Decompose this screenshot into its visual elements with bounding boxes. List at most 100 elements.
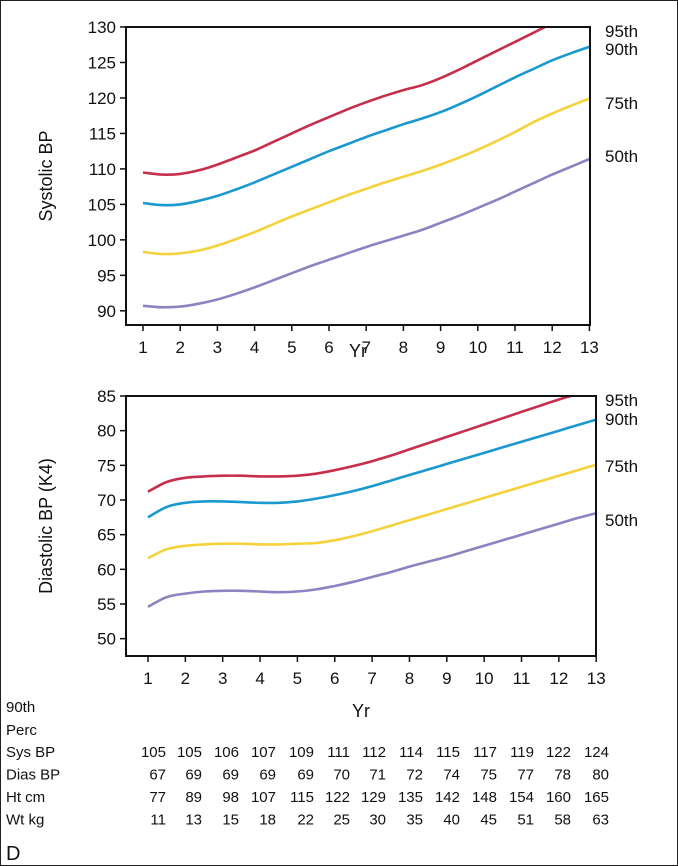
series-line-90th xyxy=(147,418,596,519)
table-header-2: Perc xyxy=(6,722,37,739)
table-cell: 67 xyxy=(149,767,166,784)
series-line-75th xyxy=(142,97,590,256)
x-tick-label: 13 xyxy=(587,669,606,688)
y-tick-label: 50 xyxy=(97,630,116,649)
table-cell: 124 xyxy=(584,744,609,761)
table-cell: 135 xyxy=(398,789,423,806)
x-tick-label: 12 xyxy=(549,669,568,688)
table-cell: 129 xyxy=(361,789,386,806)
x-tick-label: 2 xyxy=(181,669,190,688)
table-cell: 70 xyxy=(333,767,350,784)
x-tick-label: 3 xyxy=(218,669,227,688)
y-axis-label: Diastolic BP (K4) xyxy=(36,458,56,594)
table-cell: 98 xyxy=(222,789,239,806)
x-tick-label: 7 xyxy=(367,669,376,688)
table-cell: 30 xyxy=(369,812,386,829)
table-cell: 74 xyxy=(443,767,460,784)
x-tick-label: 10 xyxy=(468,338,487,357)
table-cell: 114 xyxy=(399,744,423,761)
x-tick-label: 11 xyxy=(506,338,524,357)
table-cell: 160 xyxy=(546,789,571,806)
table-cell: 107 xyxy=(251,744,276,761)
x-tick-label: 1 xyxy=(143,669,152,688)
percentile-label-95th: 95th xyxy=(605,391,638,410)
table-row-label: Sys BP xyxy=(6,744,55,761)
x-tick-label: 7 xyxy=(361,338,370,357)
x-tick-label: 2 xyxy=(175,338,184,357)
y-tick-label: 55 xyxy=(97,595,116,614)
x-tick-label: 8 xyxy=(399,338,408,357)
table-cell: 18 xyxy=(259,812,276,829)
table-cell: 11 xyxy=(150,812,166,829)
table-cell: 154 xyxy=(509,789,534,806)
panel-letter: D xyxy=(6,843,20,865)
table-cell: 106 xyxy=(214,744,239,761)
table-cell: 105 xyxy=(177,744,202,761)
table-cell: 15 xyxy=(222,812,239,829)
table-cell: 22 xyxy=(297,812,314,829)
y-tick-label: 105 xyxy=(88,195,116,214)
percentile-table: 90th Perc Sys BP 105 105 106 107 109 111 112 114 11… xyxy=(6,699,609,829)
x-tick-label: 5 xyxy=(287,338,296,357)
table-cell: 51 xyxy=(517,812,534,829)
table-cell: 107 xyxy=(251,789,276,806)
y-tick-label: 95 xyxy=(97,266,116,285)
y-tick-label: 120 xyxy=(88,89,116,108)
y-tick-label: 100 xyxy=(88,231,116,250)
table-cell: 122 xyxy=(325,789,350,806)
table-cell: 109 xyxy=(289,744,314,761)
table-cell: 142 xyxy=(435,789,460,806)
table-cell: 75 xyxy=(480,767,497,784)
table-cell: 111 xyxy=(327,744,350,761)
x-tick-label: 12 xyxy=(543,338,562,357)
y-tick-label: 70 xyxy=(97,491,116,510)
y-tick-label: 115 xyxy=(89,124,116,143)
x-tick-label: 13 xyxy=(580,338,599,357)
x-tick-label: 9 xyxy=(436,338,445,357)
x-tick-label: 11 xyxy=(513,669,531,688)
table-cell: 115 xyxy=(436,744,460,761)
table-cell: 69 xyxy=(259,767,276,784)
x-tick-label: 5 xyxy=(293,669,302,688)
y-tick-label: 110 xyxy=(89,160,116,179)
table-cell: 117 xyxy=(473,744,497,761)
table-cell: 122 xyxy=(546,744,571,761)
table-cell: 80 xyxy=(592,767,609,784)
table-cell: 58 xyxy=(554,812,571,829)
series-line-95th xyxy=(142,27,548,176)
y-tick-label: 125 xyxy=(88,53,116,72)
y-tick-label: 65 xyxy=(97,526,116,545)
table-cell: 72 xyxy=(406,767,423,784)
x-axis-label: Yr xyxy=(349,341,367,361)
table-row-label: Wt kg xyxy=(6,812,44,829)
percentile-label-75th: 75th xyxy=(605,94,638,113)
percentile-label-75th: 75th xyxy=(605,457,638,476)
table-row-label: Ht cm xyxy=(6,789,45,806)
series-line-95th xyxy=(147,396,576,493)
table-cell: 13 xyxy=(185,812,202,829)
table-cell: 63 xyxy=(592,812,609,829)
x-tick-label: 9 xyxy=(442,669,451,688)
y-axis-label: Systolic BP xyxy=(36,130,56,221)
percentile-label-95th: 95th xyxy=(605,22,638,41)
x-tick-label: 4 xyxy=(255,669,264,688)
y-tick-label: 85 xyxy=(97,387,116,406)
table-cell: 78 xyxy=(554,767,571,784)
table-cell: 69 xyxy=(297,767,314,784)
table-cell: 112 xyxy=(362,744,386,761)
series-line-75th xyxy=(147,463,596,560)
x-tick-label: 3 xyxy=(213,338,222,357)
plot-frame xyxy=(125,26,591,326)
y-tick-label: 130 xyxy=(88,18,116,37)
table-cell: 25 xyxy=(333,812,350,829)
table-cell: 40 xyxy=(443,812,460,829)
table-cell: 45 xyxy=(480,812,497,829)
table-cell: 89 xyxy=(185,789,202,806)
y-tick-label: 75 xyxy=(97,456,116,475)
table-cell: 71 xyxy=(369,767,386,784)
x-tick-label: 8 xyxy=(405,669,414,688)
x-tick-label: 6 xyxy=(330,669,339,688)
